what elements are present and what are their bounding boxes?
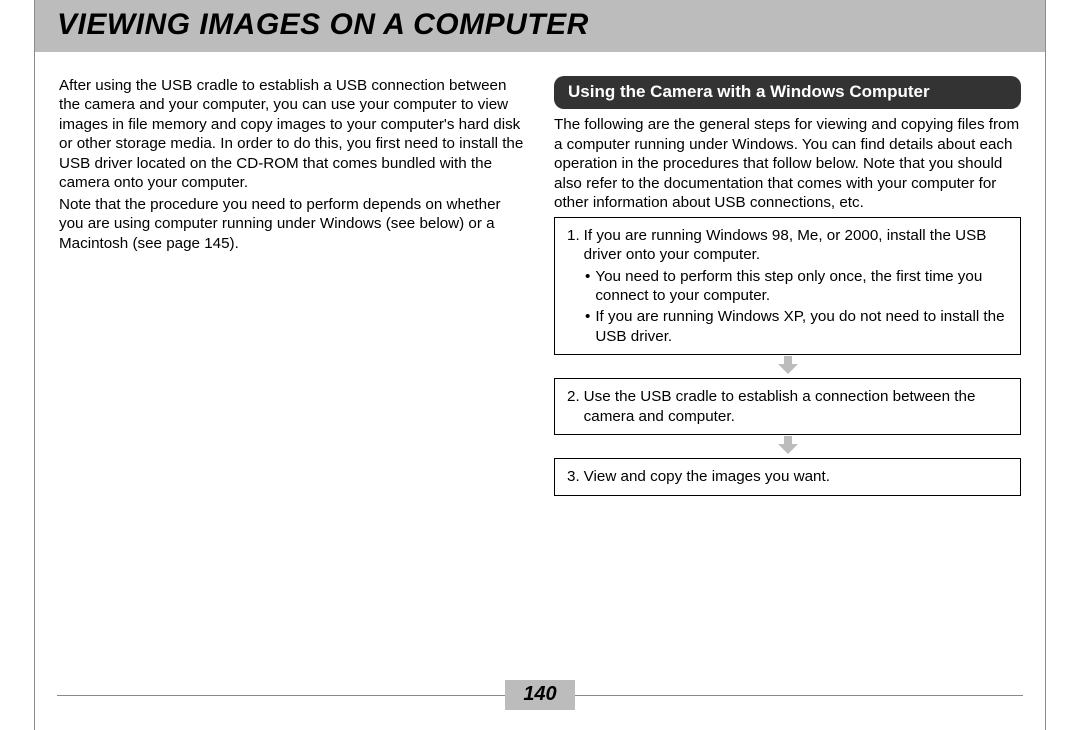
step-bullet: •If you are running Windows XP, you do n… — [567, 307, 1008, 346]
step-item: 2.Use the USB cradle to establish a conn… — [567, 387, 1008, 426]
page-footer: 140 — [35, 680, 1045, 710]
section-intro: The following are the general steps for … — [554, 115, 1021, 212]
page-title: VIEWING IMAGES ON A COMPUTER — [57, 8, 1023, 42]
bullet-text: You need to perform this step only once,… — [595, 267, 1008, 306]
down-arrow-icon — [554, 436, 1021, 454]
step-text: View and copy the images you want. — [584, 467, 1008, 486]
left-column: After using the USB cradle to establish … — [59, 76, 526, 496]
step-item: 1.If you are running Windows 98, Me, or … — [567, 226, 1008, 265]
step-number: 2. — [567, 387, 584, 426]
step-number: 1. — [567, 226, 584, 265]
step-text: If you are running Windows 98, Me, or 20… — [584, 226, 1008, 265]
step-box: 1.If you are running Windows 98, Me, or … — [554, 217, 1021, 356]
right-column: Using the Camera with a Windows Computer… — [554, 76, 1021, 496]
step-number: 3. — [567, 467, 584, 486]
down-arrow-icon — [554, 356, 1021, 374]
step-text: Use the USB cradle to establish a connec… — [584, 387, 1008, 426]
bullet-icon: • — [585, 267, 595, 306]
page-number: 140 — [505, 680, 574, 710]
bullet-text: If you are running Windows XP, you do no… — [595, 307, 1008, 346]
step-item: 3.View and copy the images you want. — [567, 467, 1008, 486]
section-heading: Using the Camera with a Windows Computer — [554, 76, 1021, 109]
bullet-icon: • — [585, 307, 595, 346]
step-bullet: •You need to perform this step only once… — [567, 267, 1008, 306]
intro-paragraph-2: Note that the procedure you need to perf… — [59, 195, 526, 253]
title-bar: VIEWING IMAGES ON A COMPUTER — [35, 0, 1045, 52]
step-box: 3.View and copy the images you want. — [554, 458, 1021, 495]
step-box: 2.Use the USB cradle to establish a conn… — [554, 378, 1021, 435]
content-columns: After using the USB cradle to establish … — [35, 52, 1045, 496]
intro-paragraph-1: After using the USB cradle to establish … — [59, 76, 526, 193]
manual-page: VIEWING IMAGES ON A COMPUTER After using… — [34, 0, 1046, 730]
